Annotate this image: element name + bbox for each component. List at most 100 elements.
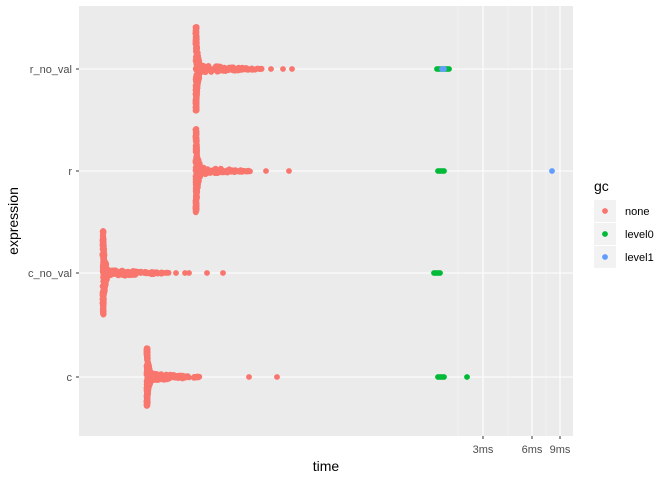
data-point [235, 67, 241, 74]
data-point [441, 168, 447, 174]
data-point [464, 374, 470, 380]
data-point [193, 57, 199, 64]
data-point-outlier [246, 374, 252, 380]
y-axis: c c_no_val r r_no_val [28, 64, 79, 384]
point-cluster-r [192, 126, 292, 216]
legend-item-level1: level1 [594, 246, 654, 268]
data-point [155, 373, 162, 380]
data-point-outlier [280, 66, 286, 72]
data-point [144, 397, 151, 404]
data-point [193, 102, 200, 109]
x-tick-label: 6ms [522, 444, 543, 456]
data-point [99, 290, 106, 297]
data-point [119, 267, 125, 274]
data-point [198, 170, 205, 177]
y-axis-title: expression [5, 187, 21, 255]
data-point [202, 69, 209, 76]
data-point [192, 107, 199, 114]
data-point [193, 90, 200, 97]
gc-level1-r_no_val [439, 66, 447, 72]
data-point [230, 67, 237, 74]
data-point [100, 310, 106, 316]
data-point [154, 269, 160, 276]
x-axis-title: time [313, 458, 340, 474]
data-point [218, 168, 224, 175]
x-tick-label: 3ms [473, 444, 494, 456]
data-point [214, 63, 221, 70]
legend-label: none [625, 206, 649, 218]
data-point [200, 64, 207, 71]
x-tick-label: 9ms [550, 444, 571, 456]
data-point [192, 27, 199, 34]
data-point [208, 69, 215, 75]
data-point-outlier [274, 374, 280, 380]
data-point [114, 268, 121, 275]
data-point-outlier [268, 66, 274, 72]
point-cluster-c_no_val [99, 228, 226, 318]
data-point [100, 229, 107, 236]
data-point [234, 168, 241, 175]
data-point [441, 66, 447, 72]
data-point [204, 166, 211, 173]
data-point [99, 246, 106, 252]
data-point-outlier [286, 168, 292, 174]
gc-level0-c_no_val [431, 270, 443, 276]
data-point [194, 184, 200, 191]
data-point [441, 374, 447, 380]
data-point [100, 299, 107, 306]
gc-level0-c [435, 374, 470, 380]
x-axis: 3ms 6ms 9ms [473, 436, 571, 456]
data-point [107, 270, 114, 277]
data-point-outlier [182, 270, 188, 276]
data-point-outlier [220, 270, 226, 276]
data-point [437, 270, 443, 276]
data-point [144, 356, 151, 363]
legend-label: level1 [625, 252, 654, 264]
data-point [143, 351, 150, 358]
y-tick-label: r_no_val [30, 64, 72, 76]
legend-label: level0 [625, 229, 654, 241]
data-point [192, 126, 199, 133]
data-point [191, 373, 198, 380]
gc-level0-r [435, 168, 447, 174]
data-point [199, 166, 206, 173]
data-point [163, 371, 170, 378]
data-point [170, 374, 177, 381]
data-point [150, 376, 156, 382]
data-point [100, 252, 107, 258]
legend-title: gc [594, 178, 609, 194]
legend-item-level0: level0 [594, 223, 654, 245]
data-point [125, 268, 131, 275]
data-point [446, 66, 452, 72]
legend: gc none level0 level1 [594, 178, 654, 268]
data-point [193, 201, 199, 207]
gc-level1-r [549, 168, 555, 174]
y-tick-label: r [68, 166, 72, 178]
data-point [194, 52, 201, 58]
data-point [193, 158, 200, 165]
data-point [192, 41, 199, 48]
y-tick-label: c_no_val [28, 268, 72, 280]
data-point [121, 272, 128, 279]
data-point [193, 97, 200, 104]
data-point [248, 65, 255, 72]
data-point [193, 134, 200, 141]
data-point [194, 147, 201, 154]
data-point [223, 168, 230, 175]
data-point [144, 392, 151, 399]
data-point [193, 153, 200, 160]
panel-background [79, 6, 573, 436]
y-tick-label: c [67, 372, 73, 384]
data-point [193, 192, 200, 199]
data-point [221, 66, 228, 73]
data-point [243, 168, 250, 175]
point-cluster-r_no_val [192, 24, 295, 114]
points-layer [99, 24, 555, 409]
data-point [258, 66, 265, 72]
legend-swatch [602, 254, 608, 260]
data-point [192, 208, 199, 215]
legend-swatch [602, 231, 608, 237]
data-point [549, 168, 555, 174]
data-point [194, 83, 201, 89]
